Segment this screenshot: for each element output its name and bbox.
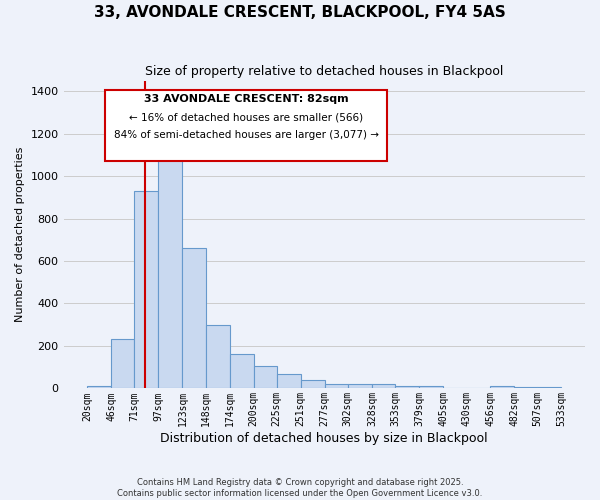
Y-axis label: Number of detached properties: Number of detached properties [15,147,25,322]
Bar [87,386,111,388]
Bar [277,374,301,388]
Text: Contains HM Land Registry data © Crown copyright and database right 2025.
Contai: Contains HM Land Registry data © Crown c… [118,478,482,498]
Bar [206,324,230,388]
Bar [182,248,206,388]
Bar [158,152,182,388]
Bar [325,384,348,388]
Title: Size of property relative to detached houses in Blackpool: Size of property relative to detached ho… [145,65,503,78]
Bar [301,380,325,388]
Text: ← 16% of detached houses are smaller (566): ← 16% of detached houses are smaller (56… [129,113,363,123]
Bar [348,384,372,388]
Bar [134,191,158,388]
Bar [111,338,134,388]
Text: 33 AVONDALE CRESCENT: 82sqm: 33 AVONDALE CRESCENT: 82sqm [144,94,349,104]
Bar [230,354,254,388]
Text: 84% of semi-detached houses are larger (3,077) →: 84% of semi-detached houses are larger (… [113,130,379,140]
Bar [419,386,443,388]
Bar [490,386,514,388]
X-axis label: Distribution of detached houses by size in Blackpool: Distribution of detached houses by size … [160,432,488,445]
Bar [372,384,395,388]
Bar [395,386,419,388]
Bar [254,366,277,388]
Text: 33, AVONDALE CRESCENT, BLACKPOOL, FY4 5AS: 33, AVONDALE CRESCENT, BLACKPOOL, FY4 5A… [94,5,506,20]
FancyBboxPatch shape [105,90,387,160]
